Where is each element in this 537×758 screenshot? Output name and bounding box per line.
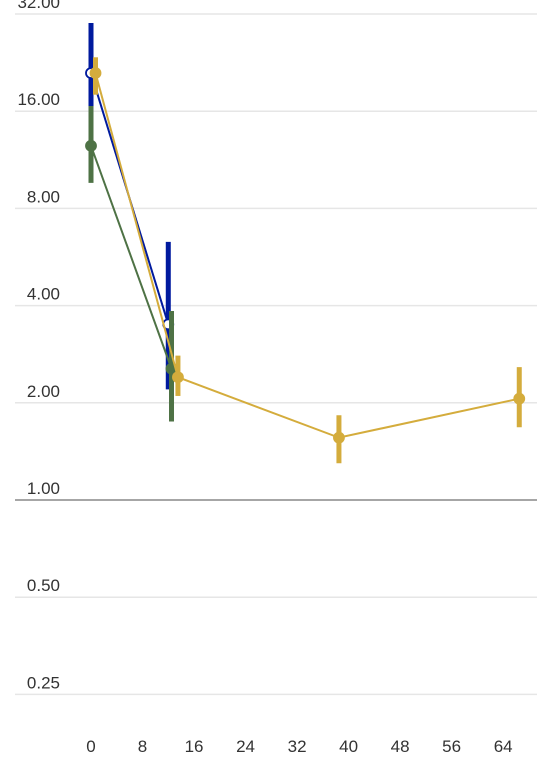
y-tick-label: 0.25 [27,673,60,692]
data-point [513,392,526,405]
data-point [85,139,97,152]
x-tick-label: 32 [288,737,307,756]
y-tick-label: 16.00 [17,90,60,109]
x-tick-label: 64 [494,737,513,756]
data-point [172,371,184,384]
series-3 [89,57,526,464]
y-tick-label: 2.00 [27,382,60,401]
data-point [333,431,345,444]
data-point [89,67,102,79]
x-tick-label: 40 [339,737,358,756]
x-tick-labels: 0 8 16 24 32 40 48 56 64 [86,737,512,756]
y-tick-label: 4.00 [27,285,60,304]
x-tick-label: 56 [442,737,461,756]
series-group [85,23,526,464]
x-tick-label: 24 [236,737,255,756]
y-tick-label: 0.50 [27,576,60,595]
series-line [90,145,173,370]
x-tick-label: 16 [185,737,204,756]
x-tick-label: 48 [391,737,410,756]
y-tick-label: 32.00 [17,0,60,12]
x-tick-label: 8 [138,737,147,756]
x-tick-label: 0 [86,737,95,756]
y-tick-label: 8.00 [27,187,60,206]
y-tick-label: 1.00 [27,479,60,498]
series-line [94,72,520,439]
series-2 [85,106,178,422]
y-tick-labels: 0.25 0.50 1.00 2.00 4.00 8.00 16.00 32.00 [17,0,60,692]
